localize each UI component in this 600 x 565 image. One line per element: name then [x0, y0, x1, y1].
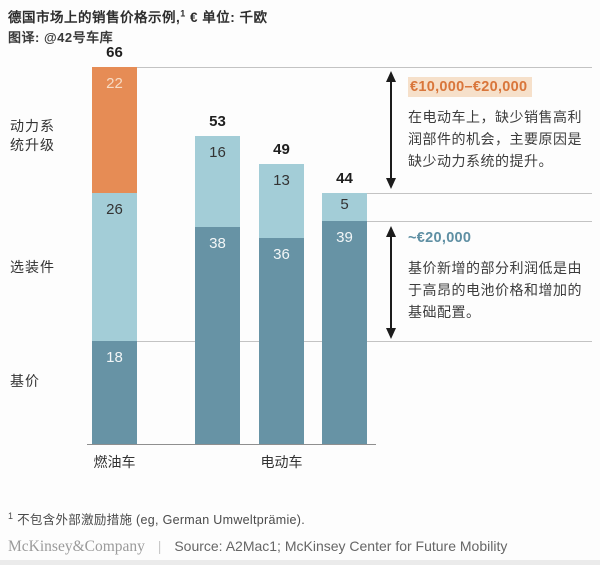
x-axis-label: 电动车: [260, 454, 303, 470]
reference-line: [367, 221, 592, 223]
footer: McKinsey&Company | Source: A2Mac1; McKin…: [8, 538, 507, 556]
reference-line: [367, 192, 592, 194]
x-axis-label: 燃油车: [93, 454, 136, 470]
annotation-text: 在电动车上，缺少销售高利润部件的机会，主要原因是缺少动力系统的提升。: [408, 109, 582, 169]
segment-value-label: 26: [106, 200, 123, 218]
bar-segment: 16: [195, 135, 240, 227]
segment-value-label: 18: [106, 349, 123, 367]
reference-line: [137, 67, 592, 68]
mckinsey-logo: McKinsey&Company: [8, 538, 145, 555]
annotation-range-label: ~€20,000: [408, 230, 472, 246]
footer-divider: |: [157, 538, 162, 554]
bar-segment: 5: [322, 192, 367, 222]
arrow-down-icon: [386, 178, 396, 189]
x-axis-line: [87, 444, 376, 445]
bar-segment: 36: [259, 238, 304, 444]
row-label-powertrain: 动力系统升级: [10, 118, 55, 153]
page-title: 德国市场上的销售价格示例,1 € 单位: 千欧: [8, 6, 268, 26]
row-label-options: 选装件: [10, 259, 55, 275]
bar-total-label: 49: [273, 141, 290, 159]
title-text: 德国市场上的销售价格示例,: [8, 10, 181, 25]
footnote: 1 不包含外部激励措施 (eg, German Umweltprämie).: [8, 509, 305, 528]
bar-segment: 38: [195, 226, 240, 444]
arrow-up-icon: [386, 226, 396, 237]
bar-segment: 22: [92, 67, 137, 193]
source-text: Source: A2Mac1; McKinsey Center for Futu…: [174, 538, 508, 554]
bar-total-label: 66: [106, 44, 123, 61]
segment-value-label: 39: [336, 229, 353, 247]
title-footnote-marker: 1: [180, 8, 186, 19]
segment-value-label: 16: [209, 143, 226, 161]
annotation-text: 基价新增的部分利润低是由于高昂的电池价格和增加的基础配置。: [408, 260, 582, 320]
title-unit: € 单位: 千欧: [185, 10, 268, 25]
segment-value-label: 38: [209, 234, 226, 252]
bar-segment: 18: [92, 341, 137, 444]
translation-credit: 图译: @42号车库: [8, 30, 114, 45]
row-label-base: 基价: [10, 373, 40, 389]
segment-value-label: 5: [340, 195, 349, 213]
segment-value-label: 22: [106, 75, 123, 92]
bar-segment: 13: [259, 164, 304, 239]
annotation-upper: €10,000–€20,000 在电动车上，缺少销售高利润部件的机会，主要原因是…: [408, 77, 586, 172]
arrow-up-icon: [386, 71, 396, 82]
bar-segment: 26: [92, 192, 137, 342]
bar-total-label: 44: [336, 169, 353, 187]
footnote-text: 不包含外部激励措施 (eg, German Umweltprämie).: [13, 513, 306, 527]
bottom-edge-strip: [0, 560, 600, 565]
footnote-marker: 1: [8, 510, 14, 521]
segment-value-label: 13: [273, 172, 290, 190]
annotation-range-label: €10,000–€20,000: [408, 77, 533, 97]
segment-value-label: 36: [273, 246, 290, 264]
bar-segment: 39: [322, 221, 367, 444]
annotation-lower: ~€20,000 基价新增的部分利润低是由于高昂的电池价格和增加的基础配置。: [408, 228, 586, 323]
bar-total-label: 53: [209, 112, 226, 130]
arrow-down-icon: [386, 328, 396, 339]
